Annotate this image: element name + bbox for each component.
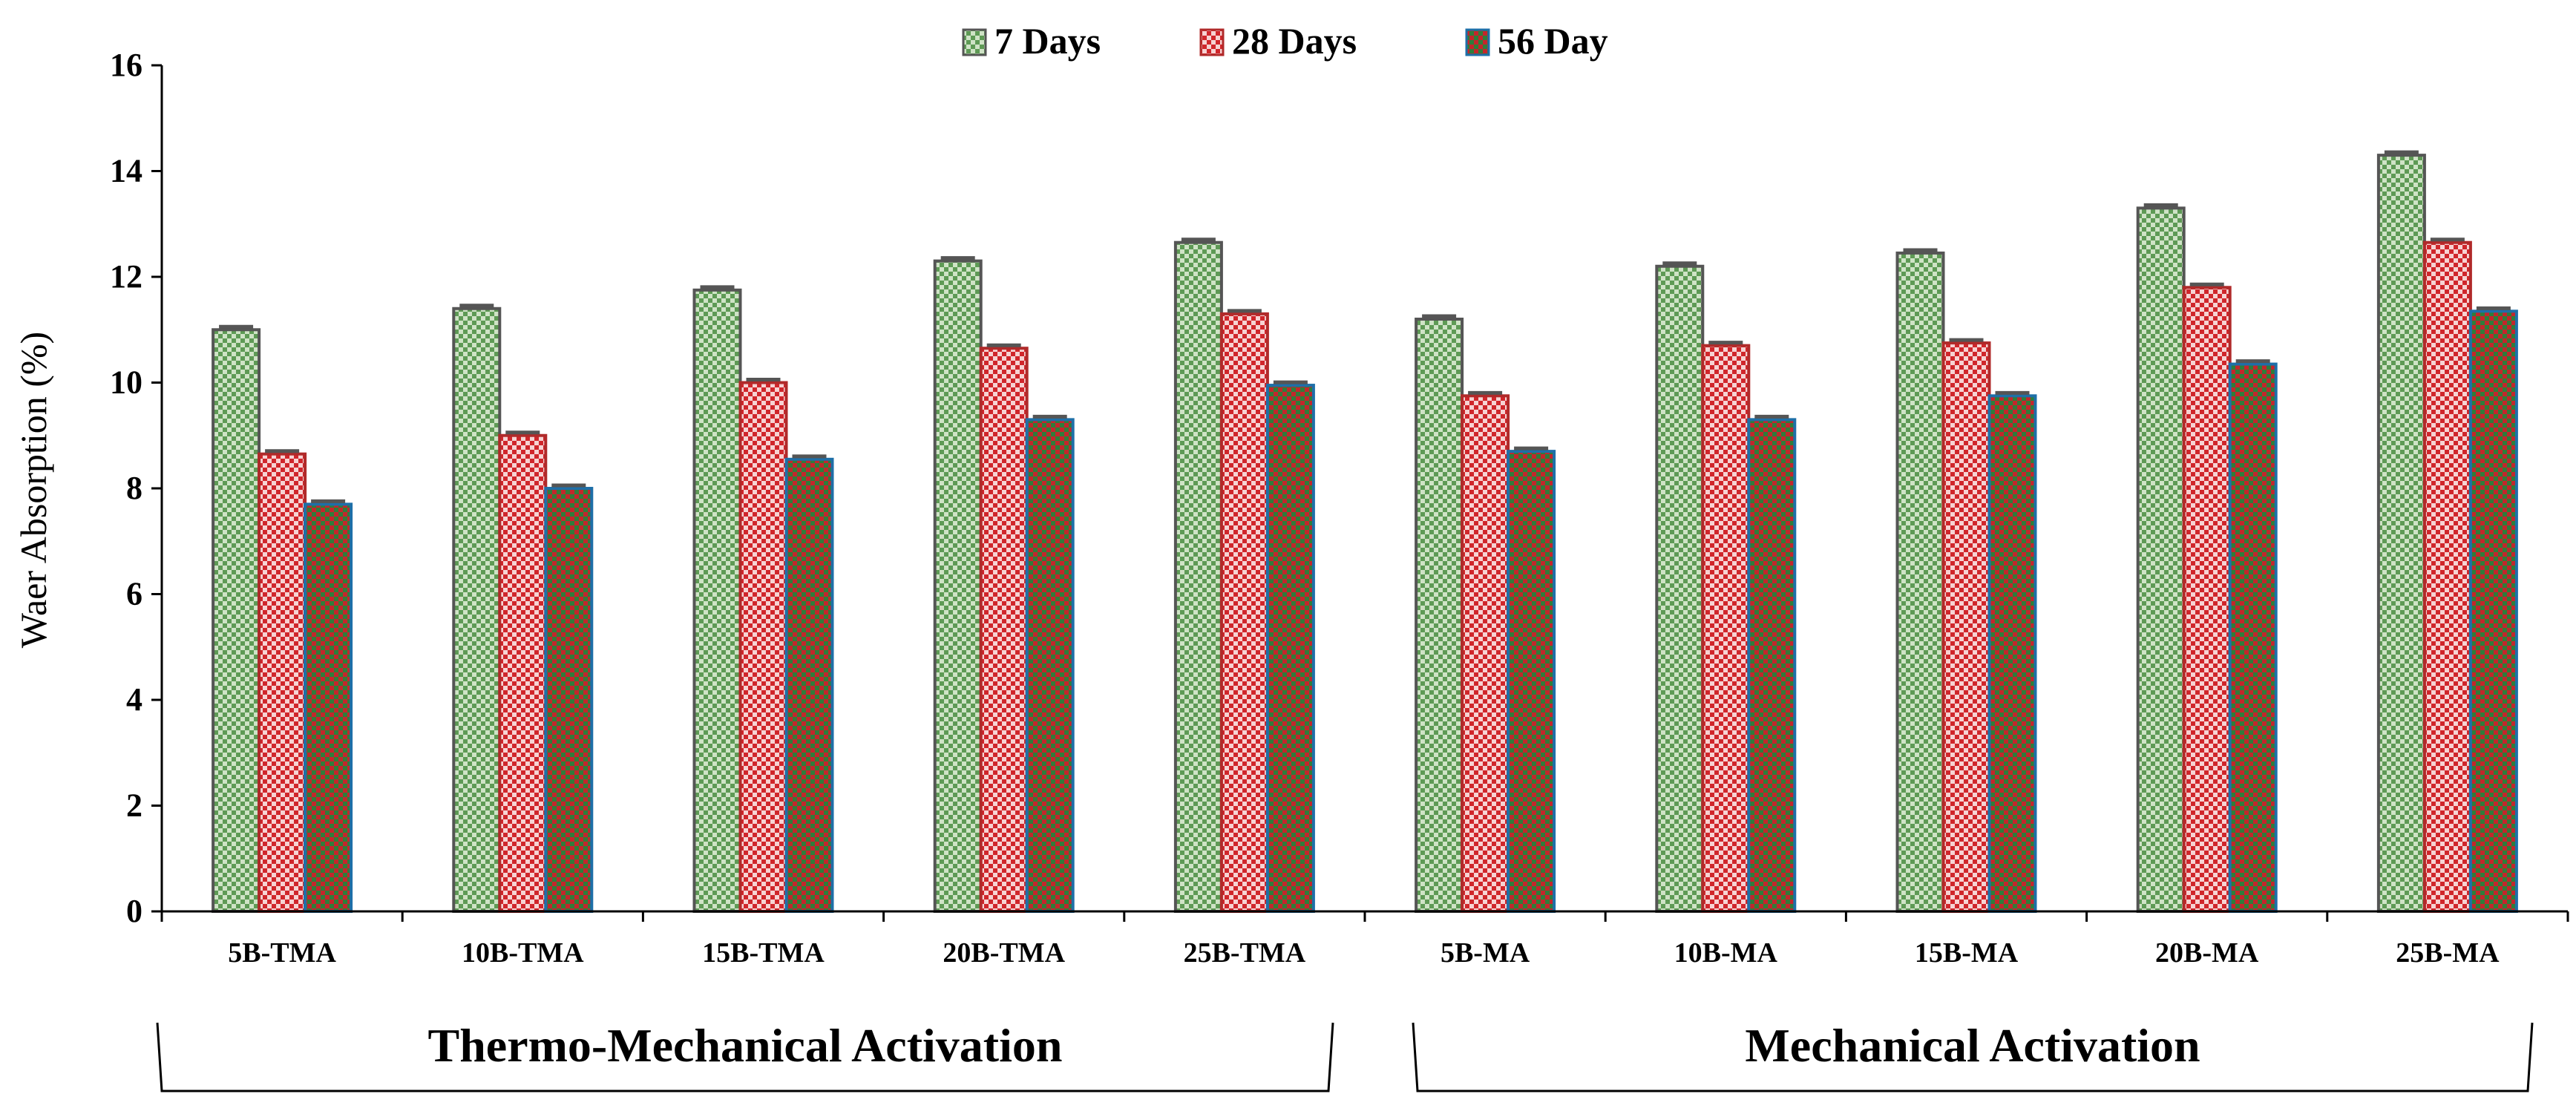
- y-axis-title: Waer Absorption (%): [13, 332, 54, 648]
- bar: [784, 457, 834, 913]
- x-axis: 5B-TMA 10B-TMA 15B-TMA 20B-TMA 25B-TMA 5B-MA 1…: [160, 910, 2569, 969]
- legend-label: 56 Day: [1498, 20, 1608, 62]
- legend-label: 28 Days: [1232, 20, 1357, 62]
- x-tick-label: 15B-TMA: [702, 937, 825, 969]
- group-bracket: [1412, 1022, 2534, 1092]
- bars: [212, 150, 2518, 913]
- group-label: Thermo-Mechanical Activation: [428, 1019, 1063, 1072]
- y-tick-label: 10: [110, 364, 142, 401]
- bar: [1895, 251, 1945, 913]
- bar: [1415, 318, 1464, 913]
- bar: [2182, 286, 2232, 913]
- bar: [544, 487, 594, 913]
- bar: [2468, 309, 2518, 913]
- bar: [933, 259, 983, 913]
- bar: [1173, 240, 1223, 913]
- bar: [258, 452, 307, 913]
- legend-swatch: [1465, 28, 1490, 56]
- legend-swatch: [962, 28, 987, 56]
- legend: 7 Days 28 Days 56 Day: [962, 20, 1608, 62]
- bar: [1507, 450, 1556, 913]
- x-tick-label: 10B-MA: [1674, 937, 1778, 969]
- bar: [1701, 344, 1751, 913]
- legend-label: 7 Days: [994, 20, 1101, 62]
- y-tick-label: 16: [110, 47, 142, 83]
- bar: [2228, 362, 2278, 913]
- bar: [692, 288, 742, 913]
- bar: [2422, 240, 2472, 913]
- bar: [979, 347, 1029, 913]
- bar: [1941, 341, 1991, 913]
- x-tick-label: 5B-TMA: [228, 937, 336, 969]
- x-tick-label: 10B-TMA: [462, 937, 584, 969]
- y-tick-label: 4: [126, 681, 142, 718]
- bar: [738, 381, 788, 913]
- y-tick-label: 14: [110, 153, 142, 189]
- legend-swatch: [1199, 28, 1225, 56]
- bar: [1219, 312, 1269, 913]
- x-tick-label: 5B-MA: [1441, 937, 1530, 969]
- bar: [1655, 264, 1705, 913]
- bar: [212, 328, 261, 913]
- bar: [1265, 384, 1315, 913]
- x-tick-label: 20B-MA: [2155, 937, 2259, 969]
- x-tick-label: 25B-TMA: [1184, 937, 1306, 969]
- group-brackets: Thermo-Mechanical Activation Mechanical A…: [156, 1019, 2534, 1092]
- x-tick-label: 25B-MA: [2396, 937, 2500, 969]
- bar: [452, 307, 502, 913]
- y-tick-label: 12: [110, 258, 142, 295]
- bar: [1747, 418, 1797, 913]
- bar: [2376, 154, 2426, 913]
- bar: [1025, 418, 1075, 913]
- group-label: Mechanical Activation: [1745, 1019, 2200, 1072]
- bar: [1461, 394, 1510, 913]
- bar: [2136, 206, 2186, 913]
- y-tick-label: 2: [126, 787, 142, 824]
- x-tick-label: 20B-TMA: [943, 937, 1065, 969]
- group-bracket: [156, 1022, 1334, 1092]
- y-tick-label: 0: [126, 893, 142, 929]
- y-tick-label: 8: [126, 470, 142, 506]
- x-tick-label: 15B-MA: [1915, 937, 2019, 969]
- bar: [304, 502, 353, 913]
- y-tick-label: 6: [126, 576, 142, 612]
- y-axis: 0 2 4 6 8 10 12 14 16: [110, 47, 163, 929]
- bar: [498, 433, 548, 913]
- bar: [1987, 394, 2037, 913]
